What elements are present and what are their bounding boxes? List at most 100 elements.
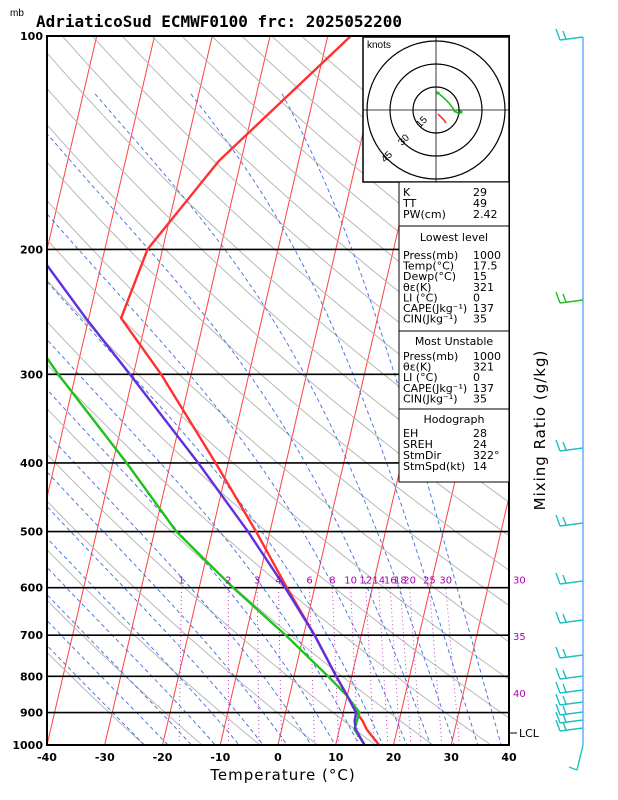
index-hodo-value: 24 [473, 438, 487, 451]
barb-flag [562, 648, 567, 658]
index-unstable-key: Press(mb) [403, 350, 458, 363]
index-unstable-key: θε(K) [403, 361, 431, 374]
barb-flag [555, 646, 561, 659]
moist-adiabat [47, 471, 288, 745]
wind-barb [568, 744, 584, 771]
pressure-tick-400: 400 [20, 457, 43, 470]
isotherm [104, 36, 271, 745]
moist-adiabat [47, 644, 146, 745]
index-lowest-key: Press(mb) [403, 249, 458, 262]
barb-flag [562, 441, 567, 451]
pressure-tick-labels: 1000 900 800 700 600 500 400 300 200 100 [12, 30, 43, 752]
mixing-ratio-label: 25 [423, 576, 436, 587]
barb-shaft [559, 580, 584, 585]
wind-barb [555, 572, 584, 585]
index-lowest-value: 321 [473, 281, 494, 294]
index-top-key: PW(cm) [403, 208, 446, 221]
hodograph-ring-15 [412, 86, 460, 134]
pressure-tick-900: 900 [20, 707, 43, 720]
barb-flag [562, 30, 567, 40]
moist-adiabat [47, 505, 264, 745]
theta-e-label: 35 [513, 632, 526, 643]
theta-e-label: 40 [513, 689, 526, 700]
index-frame [398, 181, 510, 483]
most-unstable-header: Most Unstable [415, 335, 494, 348]
index-hodo-value: 322° [473, 449, 500, 462]
profile-line-1 [47, 355, 366, 745]
mixing-ratio-line [331, 587, 340, 745]
isotherm [161, 36, 329, 745]
moist-adiabat [47, 388, 336, 745]
barb-flag [562, 613, 567, 623]
mixing-ratio-line [399, 587, 412, 745]
barb-shaft [559, 619, 584, 624]
dry-adiabat [47, 651, 146, 745]
moist-adiabat [93, 91, 455, 745]
barb-flag [568, 766, 578, 771]
mixing-ratio-label: 14 [372, 576, 385, 587]
barb-flag [562, 574, 567, 584]
chart-title: AdriaticoSud ECMWF0100 frc: 2025052200 [36, 12, 402, 31]
temperature-tick-30: 30 [444, 751, 460, 764]
dry-adiabat [61, 36, 509, 439]
index-unstable-key: CAPE(Jkg⁻¹) [403, 382, 467, 395]
dry-adiabat [47, 363, 492, 745]
index-hodo-key: StmDir [403, 449, 442, 462]
temperature-tick-40: 40 [501, 751, 517, 764]
dry-adiabat [47, 599, 203, 745]
mixing-ratio-axis-title: Mixing Ratio (g/kg) [531, 350, 549, 511]
pressure-tick-1000: 1000 [12, 739, 43, 752]
wind-barb [555, 681, 584, 694]
background-lines [47, 4, 618, 760]
temperature-tick--20: -20 [153, 751, 173, 764]
mixing-ratio-line [428, 587, 443, 745]
index-lowest-key: LI (°C) [403, 291, 438, 304]
temperature-tick-10: 10 [328, 751, 344, 764]
barb-shaft [559, 299, 584, 304]
pressure-tick-800: 800 [20, 670, 43, 683]
moist-adiabat [47, 280, 384, 745]
index-unstable-value: 321 [473, 361, 494, 374]
index-hodo-value: 14 [473, 460, 487, 473]
moist-adiabat [47, 338, 360, 745]
temperature-tick-20: 20 [386, 751, 402, 764]
barb-flag [562, 683, 567, 693]
index-lowest-value: 1000 [473, 249, 501, 262]
dry-adiabat [47, 161, 509, 571]
isotherm [47, 36, 156, 500]
barb-flag [562, 516, 567, 526]
lowest-level-header: Lowest level [420, 231, 488, 244]
mixing-ratio-label: 8 [329, 576, 335, 587]
moist-adiabat [47, 593, 193, 745]
wind-barb [555, 646, 584, 659]
mixing-ratio-label: 30 [439, 576, 452, 587]
hodograph-header: Hodograph [424, 413, 485, 426]
index-lowest-key: Dewp(°C) [403, 270, 456, 283]
hodograph-point [459, 110, 463, 114]
isotherm [563, 4, 618, 760]
theta-e-label: 30 [513, 576, 526, 587]
wind-barb [555, 719, 584, 732]
hodograph-ring-30 [389, 63, 483, 157]
wind-barbs [555, 28, 584, 771]
barb-flag [562, 705, 567, 715]
index-hodo-value: 28 [473, 427, 487, 440]
barb-flag [555, 514, 561, 527]
dry-adiabat [47, 52, 509, 471]
dry-adiabat [47, 549, 261, 745]
wind-barb [555, 514, 584, 527]
x-axis-title: Temperature (°C) [209, 766, 355, 784]
mixing-ratio-label: 4 [275, 576, 281, 587]
mixing-ratio-label: 16 [384, 576, 397, 587]
mixing-ratio-label: 10 [344, 576, 357, 587]
pressure-unit-label: mb [10, 8, 24, 19]
moist-adiabat [47, 619, 169, 745]
barb-flag [555, 572, 561, 585]
barb-flag [555, 711, 561, 724]
index-lowest-key: CIN(Jkg⁻¹) [403, 313, 458, 326]
pressure-tick-600: 600 [20, 582, 43, 595]
index-lowest-value: 17.5 [473, 260, 498, 273]
index-lowest-key: Temp(°C) [402, 260, 454, 273]
